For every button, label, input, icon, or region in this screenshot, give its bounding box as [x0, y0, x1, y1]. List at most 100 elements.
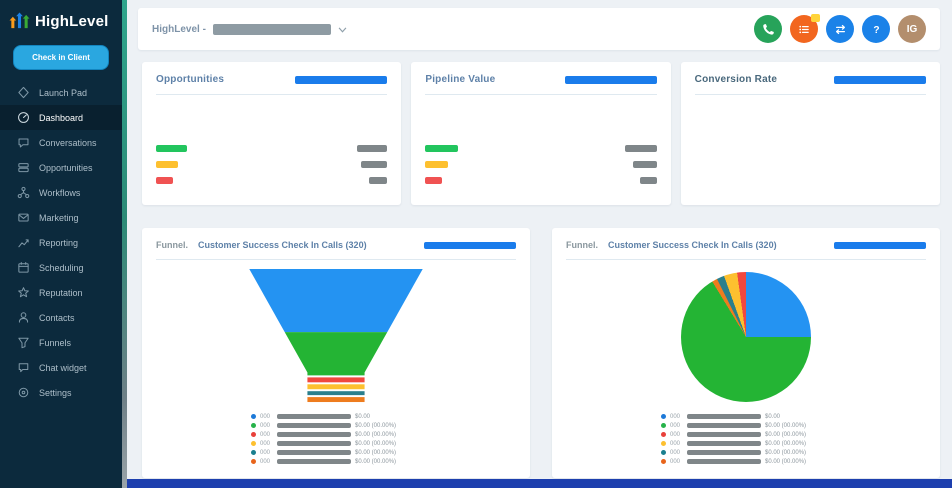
sidebar-item-label: Workflows	[39, 187, 81, 198]
series-color-bar	[156, 161, 178, 168]
series-color-bar	[425, 145, 459, 152]
redacted-label-bar	[277, 441, 351, 446]
sidebar-item-label: Scheduling	[39, 262, 84, 273]
redacted-value-bar	[624, 145, 657, 152]
legend-row: 000 $0.00 (00.00%)	[661, 421, 926, 430]
legend-count: 000	[670, 458, 681, 465]
legend-count: 000	[260, 422, 271, 429]
card-title: Pipeline Value	[425, 74, 496, 85]
redacted-label-bar	[687, 450, 761, 455]
redacted-label-bar	[687, 459, 761, 464]
redacted-label-bar	[687, 441, 761, 446]
check-in-client-button[interactable]: Check in Client	[13, 45, 109, 70]
legend-dot	[251, 423, 256, 428]
help-button[interactable]: ?	[862, 15, 890, 43]
sidebar-item-label: Launch Pad	[39, 87, 88, 98]
question-icon: ?	[869, 22, 884, 37]
series-color-bar	[156, 145, 187, 152]
legend-count: 000	[260, 449, 271, 456]
sidebar-item-label: Settings	[39, 387, 72, 398]
sidebar-item-marketing[interactable]: Marketing	[0, 205, 122, 230]
account-selector-dropdown[interactable]: HighLevel -	[152, 20, 347, 38]
sidebar-item-funnels[interactable]: Funnels	[0, 330, 122, 355]
legend-count: 000	[670, 413, 681, 420]
sidebar-item-settings[interactable]: Settings	[0, 380, 122, 405]
legend-dot	[251, 441, 256, 446]
stat-card-conversion-rate: Conversion Rate	[680, 62, 940, 205]
sidebar-item-dashboard[interactable]: Dashboard	[0, 105, 122, 130]
stat-legend-row	[425, 177, 657, 184]
stat-legend-row	[156, 161, 388, 168]
redacted-value-bar	[357, 145, 388, 152]
sidebar-item-reputation[interactable]: Reputation	[0, 280, 122, 305]
series-color-bar	[156, 177, 173, 184]
legend-dot	[251, 432, 256, 437]
topbar: HighLevel - ? IG	[138, 8, 940, 50]
phone-button[interactable]	[754, 15, 782, 43]
sidebar: HighLevel Check in Client Launch Pad Dash…	[0, 0, 122, 488]
redacted-metric-bar	[834, 241, 926, 249]
redacted-label-bar	[687, 423, 761, 428]
charts-row: Funnel. Customer Success Check In Calls …	[142, 228, 940, 478]
account-selector-label: HighLevel -	[152, 23, 206, 35]
settings-icon	[17, 386, 30, 399]
legend-value: $0.00 (00.00%)	[355, 449, 397, 456]
sidebar-item-reporting[interactable]: Reporting	[0, 230, 122, 255]
legend-count: 000	[260, 413, 271, 420]
funnel-chart-zone	[156, 260, 516, 406]
divider	[156, 259, 516, 260]
legend-dot	[661, 432, 666, 437]
sidebar-item-conversations[interactable]: Conversations	[0, 130, 122, 155]
conversations-icon	[17, 136, 30, 149]
chevron-down-icon	[338, 20, 347, 38]
legend-value: $0.00	[355, 413, 371, 420]
legend-row: 000 $0.00 (00.00%)	[251, 457, 516, 466]
marketing-icon	[17, 211, 30, 224]
tasks-button[interactable]	[790, 14, 820, 43]
series-color-bar	[425, 161, 449, 168]
legend-row: 000 $0.00	[251, 412, 516, 421]
legend-row: 000 $0.00 (00.00%)	[251, 430, 516, 439]
pie-card-title: Customer Success Check In Calls (320)	[608, 240, 777, 250]
redacted-label-bar	[277, 450, 351, 455]
sidebar-item-scheduling[interactable]: Scheduling	[0, 255, 122, 280]
redacted-label-bar	[277, 432, 351, 437]
pie-legend: 000 $0.00 000 $0.00 (00.00%) 000 $0.00 (00.00…	[661, 412, 926, 466]
divider	[156, 94, 388, 95]
redacted-metric-bar	[564, 75, 657, 84]
legend-row: 000 $0.00 (00.00%)	[661, 430, 926, 439]
legend-count: 000	[260, 440, 271, 447]
pie-chart-zone	[566, 260, 926, 406]
legend-row: 000 $0.00 (00.00%)	[251, 448, 516, 457]
sidebar-item-contacts[interactable]: Contacts	[0, 305, 122, 330]
legend-count: 000	[260, 431, 271, 438]
pie-chart-card: Funnel. Customer Success Check In Calls …	[552, 228, 940, 478]
opportunities-icon	[17, 161, 30, 174]
legend-row: 000 $0.00 (00.00%)	[661, 448, 926, 457]
sidebar-item-workflows[interactable]: Workflows	[0, 180, 122, 205]
switch-account-button[interactable]	[826, 15, 854, 43]
phone-icon	[761, 22, 776, 37]
funnels-icon	[17, 336, 30, 349]
sidebar-item-chat-widget[interactable]: Chat widget	[0, 355, 122, 380]
legend-value: $0.00 (00.00%)	[355, 440, 397, 447]
legend-value: $0.00 (00.00%)	[765, 458, 807, 465]
redacted-metric-bar	[833, 75, 926, 84]
legend-dot	[661, 459, 666, 464]
legend-dot	[661, 441, 666, 446]
pie-card-label: Funnel.	[566, 240, 598, 250]
series-color-bar	[425, 177, 443, 184]
profile-button[interactable]: IG	[898, 15, 926, 43]
legend-dot	[251, 450, 256, 455]
legend-dot	[661, 414, 666, 419]
legend-count: 000	[260, 458, 271, 465]
app-logo: HighLevel	[0, 0, 122, 31]
sidebar-accent-divider	[122, 0, 127, 488]
funnel-card-label: Funnel.	[156, 240, 188, 250]
launchpad-icon	[17, 86, 30, 99]
sidebar-item-opportunities[interactable]: Opportunities	[0, 155, 122, 180]
tasks-icon	[797, 22, 812, 37]
sidebar-item-launch-pad[interactable]: Launch Pad	[0, 80, 122, 105]
redacted-metric-bar	[295, 75, 388, 84]
legend-dot	[661, 423, 666, 428]
